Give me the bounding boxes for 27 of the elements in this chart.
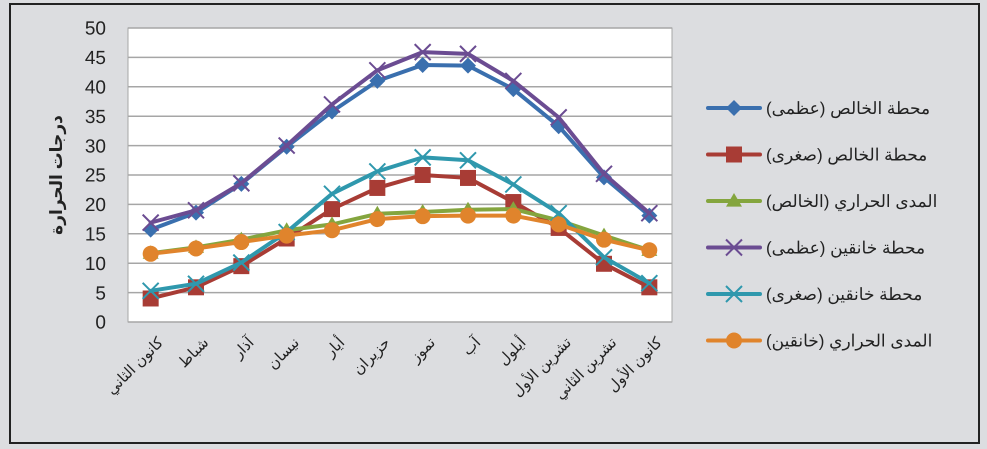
x-tick-label: تموز [406, 334, 439, 367]
x-tick-label: حزيران [350, 334, 394, 378]
x-tick-label: آذار [228, 332, 258, 363]
y-tick-label: 20 [84, 195, 106, 216]
legend-label: محطة الخالص (صغرى) [766, 145, 928, 166]
y-tick-label: 50 [84, 18, 106, 40]
legend-label: محطة خانقين (عظمى) [766, 238, 926, 258]
y-tick-label: 5 [95, 283, 106, 304]
y-tick-label: 0 [95, 312, 106, 334]
y-tick-label: 35 [84, 106, 106, 128]
legend-label: المدى الحراري (الخالص) [766, 192, 938, 212]
y-axis-title: درجات الحرارة [47, 114, 67, 235]
y-tick-label: 10 [84, 254, 106, 275]
x-tick-label: كانون الثاني [103, 334, 168, 398]
legend-label: المدى الحراري (خانقين) [766, 331, 932, 352]
y-tick-label: 40 [84, 77, 106, 98]
legend-label: محطة الخالص (عظمى) [766, 98, 930, 119]
y-tick-label: 45 [84, 48, 106, 70]
x-tick-label: آب [458, 332, 485, 360]
x-tick-label: نيسان [264, 334, 303, 373]
x-tick-label: أيلول [494, 332, 530, 369]
y-tick-label: 30 [84, 136, 106, 158]
x-tick-label: أيار [320, 332, 348, 362]
x-tick-label: شباط [175, 334, 212, 372]
y-tick-label: 15 [84, 224, 106, 246]
y-tick-label: 25 [84, 166, 106, 187]
legend-label: محطة خانقين (صغرى) [766, 284, 922, 305]
